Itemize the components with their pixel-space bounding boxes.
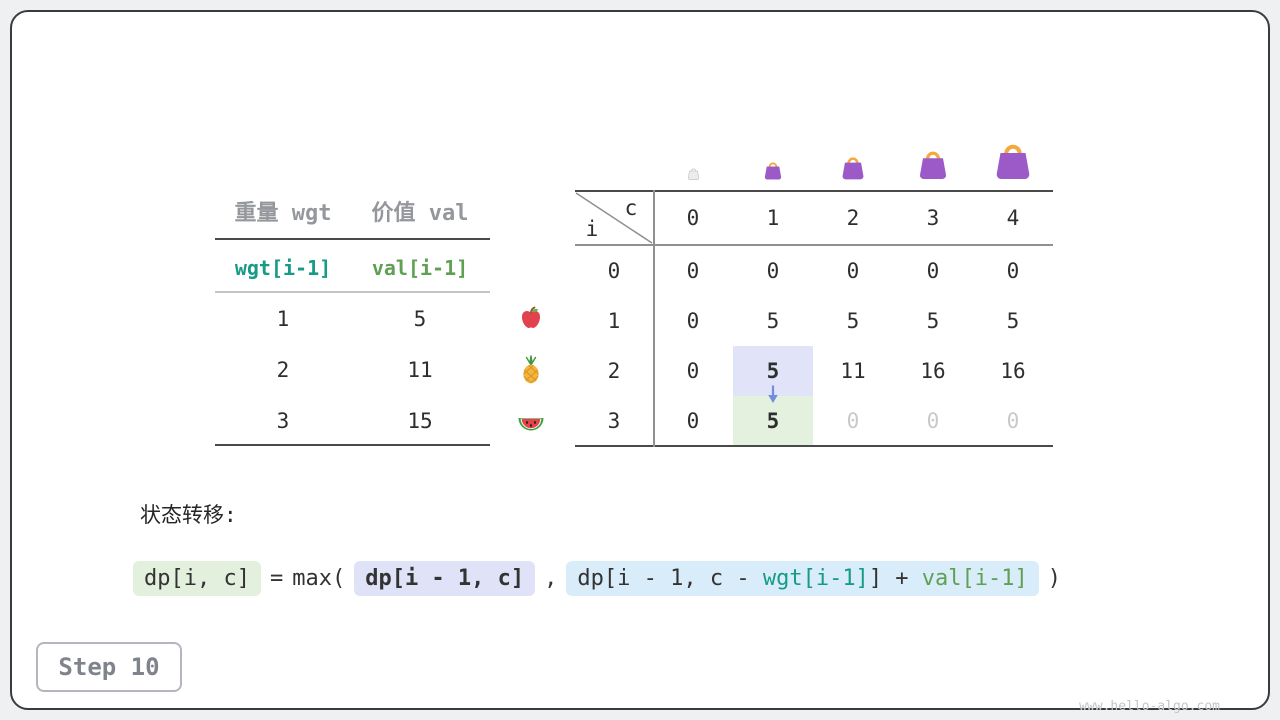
items-col-header-value: 价值 val [371,201,469,226]
transition-formula: dp[i, c] = max( dp[i - 1, c] , dp[i - 1,… [133,561,1061,596]
bag-icon-1 [764,162,782,180]
dp-table-rule-vertical [653,190,655,447]
bag-icon-2 [842,157,864,180]
transition-arrow-icon [768,385,778,403]
pineapple-icon [523,355,539,384]
formula-arg1: dp[i - 1, c] [354,561,536,596]
items-var-wgt: wgt[i-1] [234,256,332,280]
item-value: 11 [407,358,433,382]
bag-icon-tiny [687,168,700,180]
dp-table-rule-header [575,244,1053,246]
formula-equals: = [269,566,284,591]
dp-cell: 0 [1006,259,1020,283]
item-value: 15 [407,409,433,433]
items-table-rule-bottom [215,444,490,446]
dp-cell-target-highlight: 5 [733,396,813,446]
formula-arg2: dp[i - 1, c - wgt[i-1]] + val[i-1] [566,561,1039,596]
bag-icon-3 [919,151,947,180]
items-col-header-weight: 重量 wgt [234,201,332,226]
corner-col-var: c [624,196,638,220]
dp-cell: 5 [846,309,860,333]
dp-cell: 0 [766,259,780,283]
dp-table-rule-bottom [575,445,1053,447]
step-badge: Step 10 [36,642,182,692]
dp-cell: 16 [920,359,946,383]
formula-close-paren: ) [1047,566,1062,591]
dp-cell: 0 [846,259,860,283]
dp-cell: 0 [926,259,940,283]
formula-lhs: dp[i, c] [133,561,261,596]
item-value: 5 [413,307,427,331]
items-table-rule-top [215,238,490,240]
dp-cell: 5 [766,309,780,333]
dp-col-header: 2 [846,205,860,230]
watermark: www.hello-algo.com [1079,699,1220,714]
dp-table-rule-top [575,190,1053,192]
formula-max: max( [292,566,346,591]
item-weight: 3 [276,409,290,433]
apple-icon [522,306,540,328]
dp-row-header: 3 [607,409,621,433]
corner-diagonal-line [575,192,653,244]
dp-row-header: 0 [607,259,621,283]
formula-comma: , [544,566,558,591]
dp-cell: 5 [926,309,940,333]
dp-cell: 0 [846,409,860,433]
formula-arg2-wgt: wgt[i-1] [762,566,869,591]
dp-cell: 0 [686,259,700,283]
dp-row-header: 2 [607,359,621,383]
dp-row-header: 1 [607,309,621,333]
corner-row-var: i [585,217,599,241]
items-var-val: val[i-1] [371,256,469,280]
formula-arg2-prefix: dp[i - 1, c - [577,566,763,591]
dp-cell: 16 [1000,359,1026,383]
dp-cell: 0 [686,409,700,433]
dp-col-header: 1 [766,205,780,230]
items-table-rule-mid [215,291,490,293]
formula-arg2-val: val[i-1] [921,566,1028,591]
dp-cell: 0 [686,309,700,333]
watermelon-icon [518,418,544,431]
dp-col-header: 3 [926,205,940,230]
bag-icon-4 [996,144,1030,180]
item-weight: 2 [276,358,290,382]
dp-cell: 0 [686,359,700,383]
dp-col-header: 0 [686,205,700,230]
formula-arg2-mid: ] + [868,566,922,591]
dp-cell: 11 [840,359,866,383]
dp-cell: 0 [926,409,940,433]
transition-label: 状态转移: [140,503,237,527]
dp-col-header: 4 [1006,205,1020,230]
dp-cell: 5 [1006,309,1020,333]
dp-cell: 0 [1006,409,1020,433]
item-weight: 1 [276,307,290,331]
